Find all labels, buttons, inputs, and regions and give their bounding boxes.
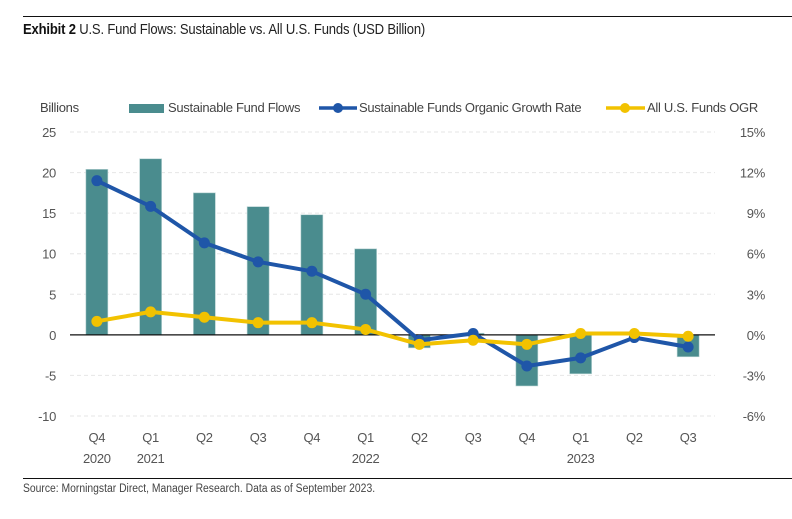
chart-title: Exhibit 2 U.S. Fund Flows: Sustainable v… xyxy=(23,22,425,38)
legend-marker-sustainable-ogr xyxy=(333,103,343,113)
all-funds-ogr-point xyxy=(682,330,694,342)
line-series xyxy=(91,175,694,372)
left-tick-label: 5 xyxy=(49,287,56,302)
bar-series xyxy=(85,158,700,387)
sustainable-ogr-point xyxy=(682,341,694,353)
left-tick-label: 25 xyxy=(42,125,56,140)
sustainable-ogr-point xyxy=(521,360,533,372)
x-tick-quarter: Q4 xyxy=(304,430,321,445)
right-tick-label: 15% xyxy=(740,125,766,140)
sustainable-ogr-point xyxy=(575,352,587,364)
legend-label-all-ogr: All U.S. Funds OGR xyxy=(647,100,758,115)
all-funds-ogr-point xyxy=(306,317,318,329)
bar-sustainable-flows xyxy=(246,206,270,336)
legend-marker-all-ogr xyxy=(620,103,630,113)
legend: Sustainable Fund Flows Sustainable Funds … xyxy=(129,100,758,115)
x-tick-quarter: Q3 xyxy=(680,430,697,445)
x-tick-quarter: Q3 xyxy=(465,430,482,445)
x-tick-quarter: Q3 xyxy=(250,430,267,445)
right-tick-label: -6% xyxy=(743,409,766,424)
all-funds-ogr-point xyxy=(467,334,479,346)
x-tick-quarter: Q2 xyxy=(411,430,428,445)
x-tick-year: 2021 xyxy=(137,451,165,466)
all-funds-ogr-point xyxy=(413,338,425,350)
sustainable-ogr-point xyxy=(198,237,210,249)
bar-sustainable-flows xyxy=(85,169,109,336)
sustainable-ogr-point xyxy=(91,175,103,187)
all-funds-ogr-point xyxy=(628,328,640,340)
left-tick-label: -10 xyxy=(38,409,56,424)
top-rule xyxy=(23,16,792,17)
x-tick-quarter: Q4 xyxy=(519,430,536,445)
left-tick-label: 15 xyxy=(42,206,56,221)
sustainable-ogr-point xyxy=(252,256,264,268)
right-tick-label: 6% xyxy=(747,247,766,262)
gridlines xyxy=(70,131,715,417)
right-tick-label: 0% xyxy=(747,328,766,343)
x-tick-year: 2022 xyxy=(352,451,380,466)
source-note: Source: Morningstar Direct, Manager Rese… xyxy=(23,483,376,495)
legend-label-sustainable-ogr: Sustainable Funds Organic Growth Rate xyxy=(359,100,581,115)
all-funds-ogr-point xyxy=(252,317,264,329)
left-tick-label: 10 xyxy=(42,247,56,262)
x-tick-quarter: Q4 xyxy=(89,430,106,445)
all-funds-ogr-line xyxy=(96,309,689,347)
title-text: U.S. Fund Flows: Sustainable vs. All U.S… xyxy=(79,22,426,38)
all-funds-ogr-point xyxy=(91,315,103,327)
x-tick-quarter: Q1 xyxy=(142,430,159,445)
right-axis: 15% 12% 9% 6% 3% 0% -3% -6% xyxy=(740,125,766,424)
all-funds-ogr-point xyxy=(198,311,210,323)
x-tick-quarter: Q1 xyxy=(357,430,374,445)
legend-swatch-bars xyxy=(129,104,164,113)
legend-label-flows: Sustainable Fund Flows xyxy=(168,100,301,115)
x-tick-year: 2020 xyxy=(83,451,111,466)
right-tick-label: 12% xyxy=(740,166,766,181)
left-axis-label: Billions xyxy=(40,100,80,115)
all-funds-ogr-point xyxy=(145,306,157,318)
left-tick-label: 0 xyxy=(49,328,56,343)
sustainable-ogr-point xyxy=(360,288,372,300)
left-tick-label: 20 xyxy=(42,166,56,181)
left-axis: 25 20 15 10 5 0 -5 -10 xyxy=(38,125,56,424)
bottom-rule xyxy=(23,478,792,479)
right-tick-label: 9% xyxy=(747,206,766,221)
x-axis: Q4 2020 Q1 2021 Q2 Q3 Q4 Q1 2022 Q2 Q3 Q4 Q1 2023 Q2 Q3 xyxy=(83,430,697,466)
sustainable-ogr-point xyxy=(145,200,157,212)
x-tick-quarter: Q1 xyxy=(572,430,589,445)
x-tick-quarter: Q2 xyxy=(626,430,643,445)
all-funds-ogr-point xyxy=(360,323,372,335)
right-tick-label: -3% xyxy=(743,368,766,383)
all-funds-ogr-point xyxy=(575,328,587,340)
sustainable-ogr-point xyxy=(306,265,318,277)
sustainable-ogr-line xyxy=(96,178,689,368)
x-tick-year: 2023 xyxy=(567,451,595,466)
right-tick-label: 3% xyxy=(747,287,766,302)
left-tick-label: -5 xyxy=(45,368,56,383)
x-tick-quarter: Q2 xyxy=(196,430,213,445)
exhibit-label: Exhibit 2 xyxy=(23,22,76,38)
all-funds-ogr-point xyxy=(521,338,533,350)
